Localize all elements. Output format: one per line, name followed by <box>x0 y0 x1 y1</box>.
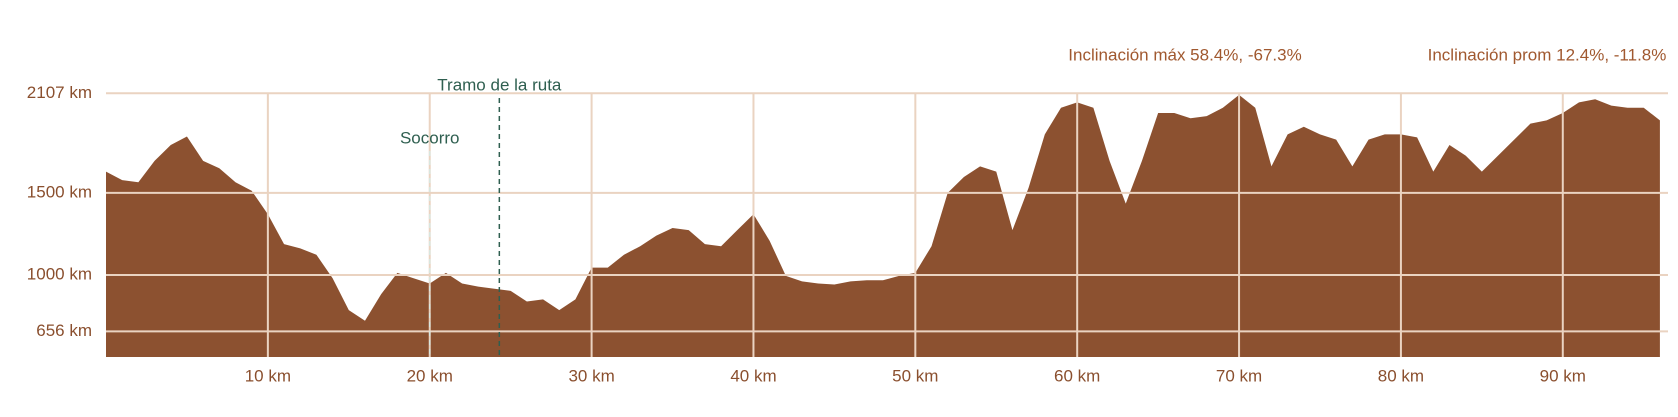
y-tick-label: 1500 km <box>27 182 92 201</box>
y-tick-label: 1000 km <box>27 264 92 283</box>
max-slope-note: Inclinación máx 58.4%, -67.3% <box>1068 45 1301 64</box>
x-tick-label: 10 km <box>245 366 291 385</box>
y-tick-label: 2107 km <box>27 83 92 102</box>
elevation-area <box>106 94 1660 357</box>
x-tick-label: 80 km <box>1378 366 1424 385</box>
y-tick-label: 656 km <box>36 321 92 340</box>
marker-label: Tramo de la ruta <box>437 75 562 94</box>
marker-label: Socorro <box>400 128 460 147</box>
avg-slope-note: Inclinación prom 12.4%, -11.8% <box>1428 45 1667 64</box>
x-tick-label: 60 km <box>1054 366 1100 385</box>
x-tick-label: 20 km <box>407 366 453 385</box>
x-tick-label: 70 km <box>1216 366 1262 385</box>
x-tick-label: 40 km <box>730 366 776 385</box>
x-tick-label: 90 km <box>1540 366 1586 385</box>
x-tick-label: 30 km <box>568 366 614 385</box>
x-tick-label: 50 km <box>892 366 938 385</box>
